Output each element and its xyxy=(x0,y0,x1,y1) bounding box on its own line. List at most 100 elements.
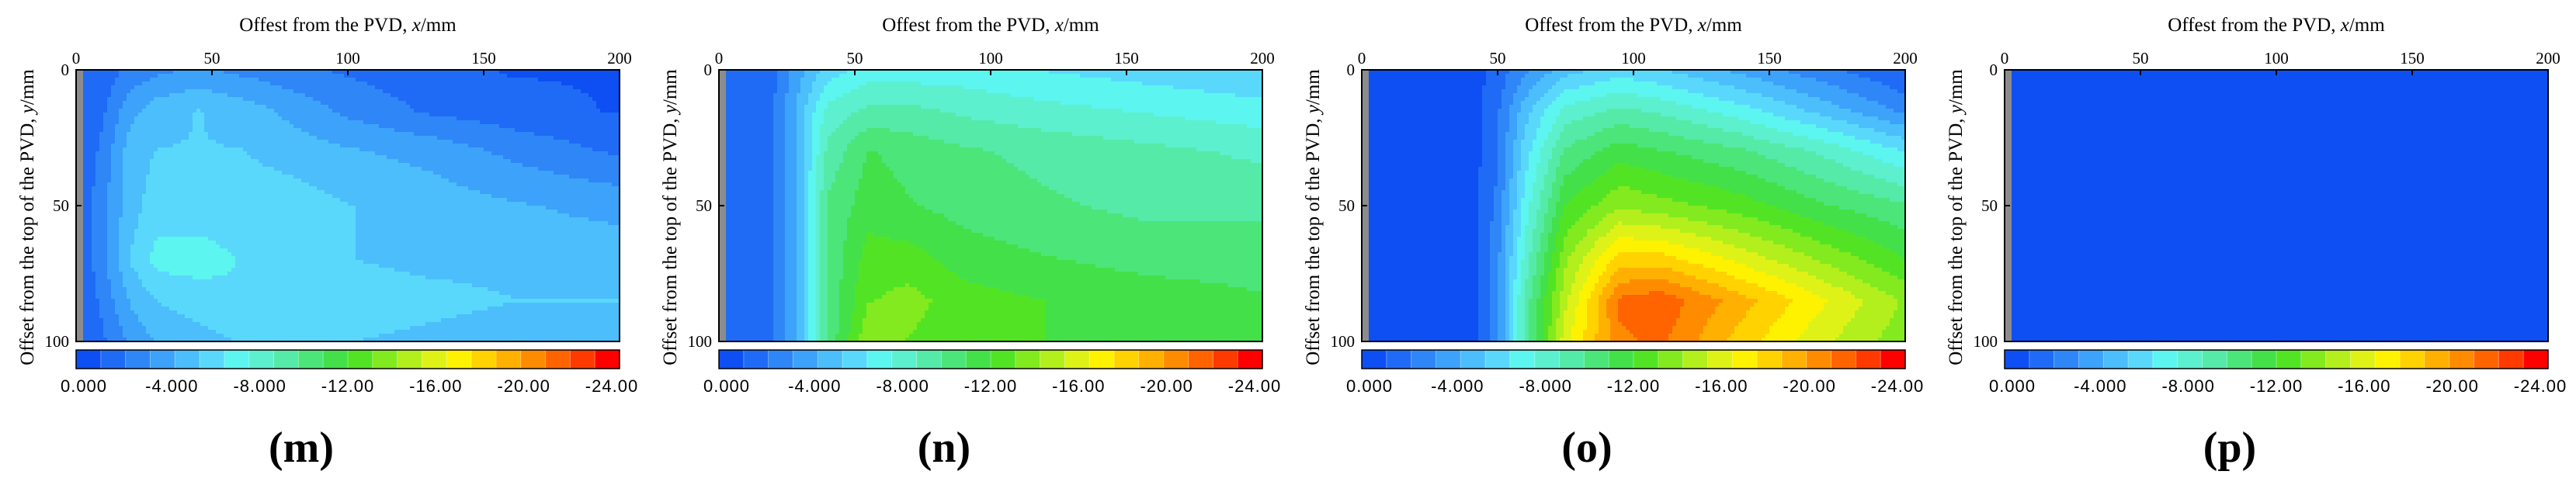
contour-cell xyxy=(115,93,120,98)
contour-cell xyxy=(406,74,411,78)
contour-cell xyxy=(418,74,422,78)
contour-cell xyxy=(488,78,492,82)
contour-cell xyxy=(600,85,605,90)
contour-cell xyxy=(433,74,438,78)
contour-cell xyxy=(526,85,531,90)
contour-cell xyxy=(612,89,616,94)
contour-cell xyxy=(208,89,213,94)
contour-cell xyxy=(270,93,275,98)
contour-cell xyxy=(340,85,345,90)
contour-cell xyxy=(530,85,535,90)
contour-cell xyxy=(394,93,399,98)
contour-cell xyxy=(158,74,162,78)
contour-cell xyxy=(154,89,158,94)
contour-cell xyxy=(173,78,178,82)
contour-cell xyxy=(371,74,376,78)
contour-cell xyxy=(546,74,550,78)
contour-cell xyxy=(410,89,415,94)
contour-cell xyxy=(255,85,259,90)
contour-cell xyxy=(204,85,209,90)
contour-cell xyxy=(146,89,151,94)
contour-cell xyxy=(317,93,321,98)
contour-cell xyxy=(363,85,368,90)
contour-cell xyxy=(445,78,450,82)
contour-cell xyxy=(383,85,387,90)
contour-cell xyxy=(468,89,473,94)
contour-cell xyxy=(150,81,154,86)
contour-cell xyxy=(534,78,539,82)
contour-cell xyxy=(262,85,267,90)
contour-cell xyxy=(546,81,550,86)
contour-cell xyxy=(410,78,415,82)
contour-cell xyxy=(375,89,380,94)
contour-cell xyxy=(375,81,380,86)
contour-cell xyxy=(103,85,108,90)
contour-cell xyxy=(328,78,333,82)
contour-cell xyxy=(359,93,364,98)
contour-cell xyxy=(398,78,403,82)
contour-cell xyxy=(457,81,461,86)
contour-cell xyxy=(84,93,89,98)
contour-cell xyxy=(99,89,104,94)
contour-cell xyxy=(130,85,135,90)
contour-cell xyxy=(491,81,496,86)
contour-cell xyxy=(422,89,426,94)
contour-cell xyxy=(371,85,376,90)
contour-cell xyxy=(363,81,368,86)
contour-cell xyxy=(111,93,116,98)
contour-cell xyxy=(402,85,407,90)
contour-cell xyxy=(371,81,376,86)
contour-cell xyxy=(119,89,123,94)
contour-cell xyxy=(301,85,306,90)
contour-cell xyxy=(460,85,465,90)
contour-cell xyxy=(511,74,516,78)
contour-cell xyxy=(119,93,123,98)
contour-cell xyxy=(103,81,108,86)
contour-cell xyxy=(398,74,403,78)
contour-cell xyxy=(154,93,158,98)
contour-cell xyxy=(596,78,601,82)
contour-cell xyxy=(189,85,193,90)
contour-cell xyxy=(391,85,395,90)
contour-cell xyxy=(123,78,127,82)
contour-cell xyxy=(336,93,341,98)
contour-cell xyxy=(111,89,116,94)
contour-cell xyxy=(519,74,523,78)
contour-cell xyxy=(247,93,252,98)
contour-cell xyxy=(352,93,356,98)
contour-cell xyxy=(95,93,100,98)
contour-cell xyxy=(356,89,360,94)
contour-cell xyxy=(585,81,589,86)
contour-cell xyxy=(173,93,178,98)
contour-cell xyxy=(348,89,352,94)
contour-cell xyxy=(247,85,252,90)
contour-cell xyxy=(522,78,527,82)
contour-cell xyxy=(161,81,166,86)
contour-cell xyxy=(604,85,609,90)
contour-cell xyxy=(507,81,512,86)
contour-cell xyxy=(425,93,430,98)
contour-cell xyxy=(363,93,368,98)
contour-cell xyxy=(422,85,426,90)
contour-cell xyxy=(193,81,197,86)
contour-cell xyxy=(515,74,519,78)
contour-cell xyxy=(561,89,566,94)
contour-cell xyxy=(259,85,263,90)
contour-cell xyxy=(600,78,605,82)
contour-cell xyxy=(468,78,473,82)
contour-cell xyxy=(604,74,609,78)
contour-cell xyxy=(115,81,120,86)
contour-cell xyxy=(196,78,201,82)
contour-cell xyxy=(321,81,325,86)
contour-cell xyxy=(169,74,174,78)
contour-cell xyxy=(592,78,597,82)
contour-cell xyxy=(103,93,108,98)
contour-cell xyxy=(550,78,554,82)
contour-cell xyxy=(134,89,139,94)
contour-cell xyxy=(476,81,481,86)
contour-cell xyxy=(286,78,290,82)
contour-cell xyxy=(266,89,271,94)
contour-cell xyxy=(565,85,570,90)
contour-cell xyxy=(231,89,236,94)
contour-cell xyxy=(138,78,143,82)
